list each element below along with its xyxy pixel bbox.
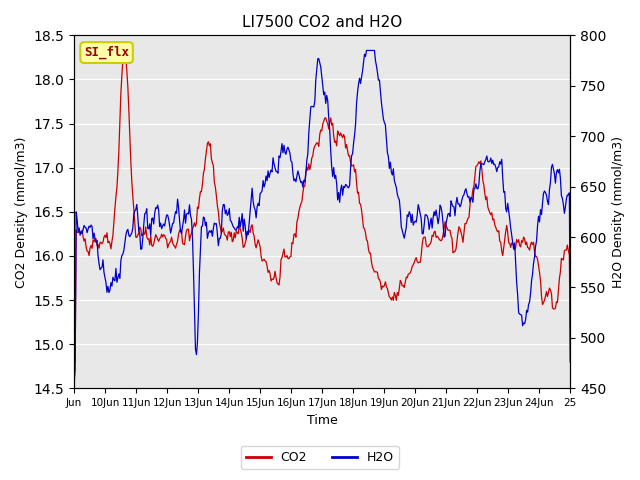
X-axis label: Time: Time bbox=[307, 414, 338, 427]
Text: SI_flx: SI_flx bbox=[84, 46, 129, 59]
Title: LI7500 CO2 and H2O: LI7500 CO2 and H2O bbox=[242, 15, 403, 30]
Y-axis label: CO2 Density (mmol/m3): CO2 Density (mmol/m3) bbox=[15, 136, 28, 288]
Y-axis label: H2O Density (mmol/m3): H2O Density (mmol/m3) bbox=[612, 136, 625, 288]
Legend: CO2, H2O: CO2, H2O bbox=[241, 446, 399, 469]
